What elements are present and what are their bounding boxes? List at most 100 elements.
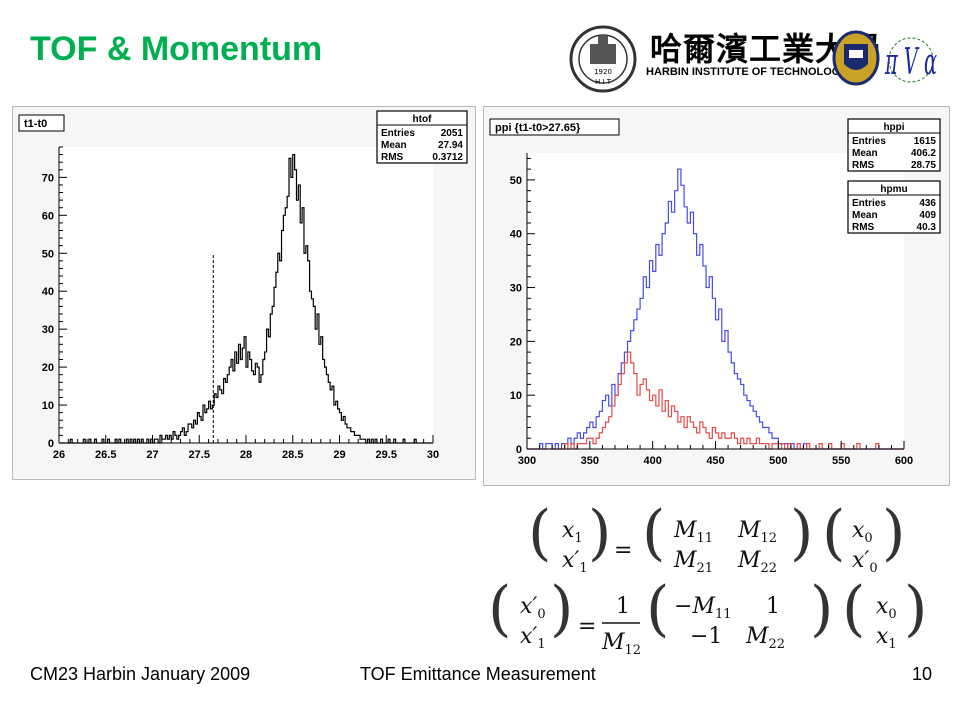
y-tick-label: 20 bbox=[510, 336, 522, 348]
stats-box-name: htof bbox=[413, 114, 433, 125]
stats-label: Entries bbox=[852, 198, 886, 209]
x-tick-label: 27.5 bbox=[189, 449, 210, 461]
svg-text:x′1: x′1 bbox=[562, 548, 588, 575]
y-tick-label: 40 bbox=[42, 286, 54, 298]
stats-box-frame bbox=[376, 110, 468, 164]
stats-value: 28.75 bbox=[911, 160, 936, 171]
stats-box-hppi: hppi Entries 1615 Mean 406.2 RMS 28.75 bbox=[847, 118, 941, 172]
x-tick-label: 28 bbox=[240, 449, 252, 461]
svg-text:(: ( bbox=[642, 505, 665, 568]
svg-text:=: = bbox=[578, 614, 596, 639]
x-tick-label: 27 bbox=[146, 449, 158, 461]
y-tick-label: 40 bbox=[510, 229, 522, 241]
stats-value: 40.3 bbox=[917, 222, 937, 233]
svg-text:): ) bbox=[550, 577, 573, 644]
stats-value: 406.2 bbox=[911, 148, 936, 159]
y-tick-label: 50 bbox=[42, 248, 54, 260]
svg-text:x′0: x′0 bbox=[852, 548, 878, 575]
x-tick-label: 350 bbox=[581, 455, 599, 467]
x-tick-label: 26 bbox=[53, 449, 65, 461]
y-tick-label: 10 bbox=[510, 390, 522, 402]
y-tick-label: 0 bbox=[516, 444, 522, 456]
svg-text:x0: x0 bbox=[876, 594, 897, 622]
y-tick-label: 30 bbox=[510, 283, 522, 295]
momentum-histogram-panel: ppi {t1-t0>27.65} 300 350 400 450 500 550 600 0 1… bbox=[483, 106, 950, 486]
chart-title-box bbox=[18, 114, 65, 132]
stats-label: Entries bbox=[381, 128, 415, 139]
x-tick-label: 550 bbox=[832, 455, 850, 467]
slide-number: 10 bbox=[912, 664, 933, 684]
stats-value: 27.94 bbox=[438, 140, 463, 151]
transfer-matrix-equations: ( x1 x′1 ) = ( M11 M12 M21 M22 ) ( x0 x′… bbox=[484, 505, 946, 657]
svg-text:x1: x1 bbox=[876, 624, 897, 652]
stats-label: Mean bbox=[852, 210, 878, 221]
stats-box-hpmu: hpmu Entries 436 Mean 409 RMS 40.3 bbox=[847, 180, 941, 234]
momentum-histogram-chart: ppi {t1-t0>27.65} 300 350 400 450 500 550 600 0 1… bbox=[489, 118, 941, 467]
y-tick-label: 60 bbox=[42, 210, 54, 222]
svg-text:): ) bbox=[588, 505, 611, 568]
x-tick-label: 29.5 bbox=[376, 449, 397, 461]
stats-box-name: hpmu bbox=[880, 184, 907, 195]
oxford-crest-logo bbox=[832, 30, 880, 86]
stats-value: 0.3712 bbox=[432, 152, 463, 163]
equation-2: ( x′0 x′1 ) = 1 M12 ( −M11 1 −1 M22 ) ( … bbox=[488, 577, 927, 657]
stats-value: 2051 bbox=[441, 128, 464, 139]
y-tick-label: 70 bbox=[42, 172, 54, 184]
footer-center-text: TOF Emittance Measurement bbox=[360, 664, 596, 684]
y-tick-label: 20 bbox=[42, 362, 54, 374]
tof-histogram-panel: t1-t0 26 26.5 27 27.5 28 28.5 29 29.5 30 0 10 20 30 40… bbox=[12, 106, 476, 480]
x-tick-label: 500 bbox=[769, 455, 787, 467]
stats-value: 409 bbox=[919, 210, 936, 221]
hit-seal-letters: H I T bbox=[595, 78, 612, 86]
x-tick-label: 400 bbox=[643, 455, 661, 467]
stats-box-htof: htof Entries 2051 Mean 27.94 RMS 0.3712 bbox=[376, 110, 468, 164]
svg-text:M22: M22 bbox=[745, 624, 785, 652]
histogram-series-0 bbox=[59, 153, 433, 444]
stats-label: RMS bbox=[852, 160, 875, 171]
stats-box-frame bbox=[847, 118, 941, 172]
svg-text:): ) bbox=[790, 505, 813, 568]
logo-banner: 1920 H I T 哈爾濱工業大學 HARBIN INSTITUTE OF T… bbox=[568, 22, 940, 96]
svg-text:−M11: −M11 bbox=[674, 594, 732, 622]
stats-value: 436 bbox=[919, 198, 936, 209]
x-tick-label: 29 bbox=[333, 449, 345, 461]
hit-seal-logo: 1920 H I T bbox=[569, 25, 637, 93]
svg-text:(: ( bbox=[646, 577, 669, 644]
x-tick-label: 26.5 bbox=[95, 449, 116, 461]
hit-english-name: HARBIN INSTITUTE OF TECHNOLOGY bbox=[646, 66, 848, 78]
y-tick-label: 10 bbox=[42, 400, 54, 412]
svg-text:1: 1 bbox=[616, 594, 630, 619]
stats-label: RMS bbox=[381, 152, 404, 163]
svg-text:x′0: x′0 bbox=[520, 594, 546, 622]
svg-text:M11: M11 bbox=[673, 518, 713, 546]
svg-text:M12: M12 bbox=[601, 630, 641, 657]
svg-text:(: ( bbox=[842, 577, 865, 644]
chart-title-box bbox=[489, 118, 620, 136]
x-tick-label: 600 bbox=[895, 455, 913, 467]
chart-title: t1-t0 bbox=[24, 118, 47, 130]
svg-text:M22: M22 bbox=[737, 548, 777, 575]
footer-left-text: CM23 Harbin January 2009 bbox=[30, 664, 251, 684]
plot-area bbox=[59, 147, 433, 443]
stats-box-frame bbox=[847, 180, 941, 234]
svg-text:(: ( bbox=[822, 505, 845, 568]
x-tick-label: 28.5 bbox=[282, 449, 303, 461]
svg-text:x1: x1 bbox=[562, 518, 583, 546]
stats-label: RMS bbox=[852, 222, 875, 233]
svg-text:): ) bbox=[904, 577, 927, 644]
histogram-series-hppi bbox=[527, 168, 904, 450]
svg-text:=: = bbox=[614, 538, 632, 563]
tof-histogram-chart: t1-t0 26 26.5 27 27.5 28 28.5 29 29.5 30 0 10 20 30 40… bbox=[18, 110, 468, 461]
equation-1: ( x1 x′1 ) = ( M11 M12 M21 M22 ) ( x0 x′… bbox=[528, 505, 905, 575]
physics-logo-text: π V α bbox=[884, 42, 937, 83]
svg-text:x′1: x′1 bbox=[520, 624, 546, 652]
physics-logo: π V α bbox=[884, 37, 937, 83]
x-tick-label: 300 bbox=[518, 455, 536, 467]
svg-text:1: 1 bbox=[766, 594, 780, 619]
stats-label: Mean bbox=[381, 140, 407, 151]
svg-text:): ) bbox=[810, 577, 833, 644]
slide-title: TOF & Momentum bbox=[30, 30, 323, 68]
stats-value: 1615 bbox=[914, 136, 937, 147]
x-tick-label: 450 bbox=[706, 455, 724, 467]
svg-text:M21: M21 bbox=[673, 548, 713, 575]
